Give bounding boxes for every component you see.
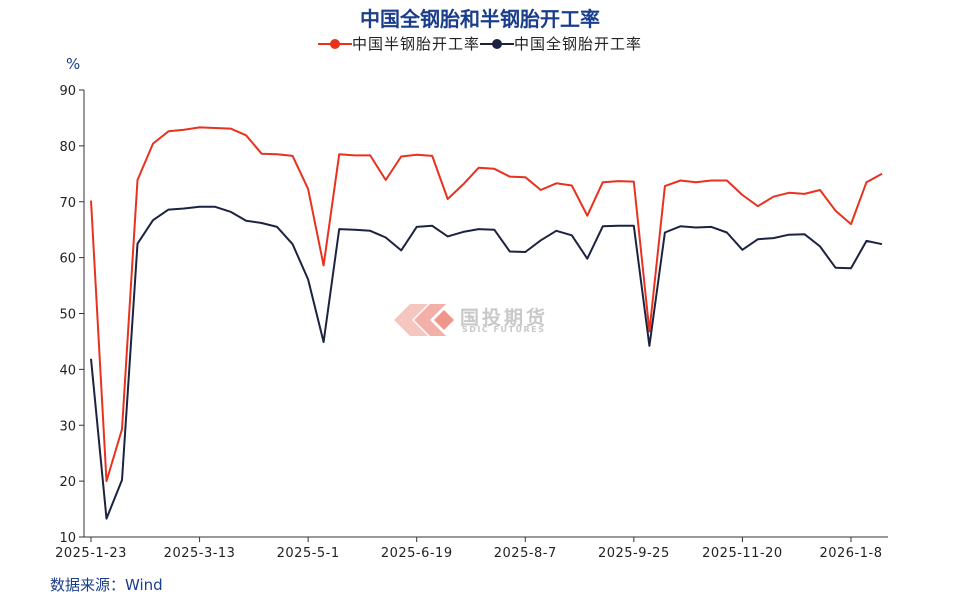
y-tick-label: 90 <box>59 84 76 99</box>
x-tick-label: 2025-3-13 <box>164 546 236 561</box>
watermark-subtext: SDIC FUTURES <box>462 325 546 334</box>
source-note: 数据来源：Wind <box>50 576 163 594</box>
y-tick-label: 80 <box>59 140 76 155</box>
y-tick-label: 40 <box>59 363 76 378</box>
y-axis-unit: % <box>66 55 81 73</box>
legend-item-all-steel: 中国全钢胎开工率 <box>480 33 642 54</box>
series-line-semi-steel <box>90 126 883 483</box>
y-tick-label: 20 <box>59 475 76 490</box>
chart-title: 中国全钢胎和半钢胎开工率 <box>360 7 600 31</box>
x-tick-label: 2025-11-20 <box>702 546 783 561</box>
series-line-all-steel <box>90 205 883 520</box>
x-tick-label: 2026-1-8 <box>819 546 882 561</box>
legend-item-semi-steel: 中国半钢胎开工率 <box>317 33 480 54</box>
x-tick-label: 2025-1-23 <box>55 546 127 561</box>
watermark-logo-icon <box>394 304 454 336</box>
legend: 中国半钢胎开工率 中国全钢胎开工率 <box>0 33 960 54</box>
x-tick-label: 2025-6-19 <box>381 546 453 561</box>
legend-label-all-steel: 中国全钢胎开工率 <box>514 35 643 53</box>
watermark-text: 国投期货 <box>460 307 549 329</box>
y-tick-label: 10 <box>59 531 76 546</box>
legend-dot-all-steel <box>492 38 502 49</box>
x-tick-label: 2025-9-25 <box>598 546 670 561</box>
x-tick-label: 2025-5-1 <box>277 546 340 561</box>
y-tick-label: 70 <box>59 196 76 211</box>
x-tick-label: 2025-8-7 <box>494 546 557 561</box>
legend-swatch-semi-steel <box>317 37 352 51</box>
watermark: 国投期货 SDIC FUTURES <box>388 302 578 338</box>
y-tick-label: 30 <box>59 419 76 434</box>
legend-label-semi-steel: 中国半钢胎开工率 <box>351 35 480 53</box>
y-tick-label: 50 <box>59 308 76 323</box>
legend-dot-semi-steel <box>329 38 340 49</box>
legend-swatch-all-steel <box>480 37 514 51</box>
y-tick-label: 60 <box>59 252 76 267</box>
